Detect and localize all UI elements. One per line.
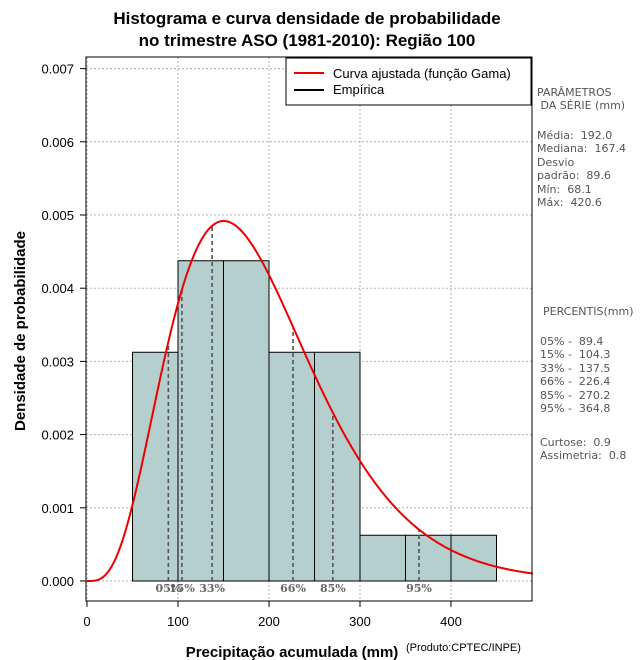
y-tick-label: 0.006 bbox=[41, 135, 74, 150]
percentile-labels: 05%15% 33% 66% 85% 95% bbox=[155, 582, 432, 595]
legend: Curva ajustada (função Gama) Empírica bbox=[285, 57, 532, 106]
legend-label-empirical: Empírica bbox=[333, 82, 385, 97]
x-tick-label: 300 bbox=[349, 614, 371, 629]
x-tick-label: 0 bbox=[83, 614, 90, 629]
histogram-bar bbox=[132, 351, 179, 582]
legend-box bbox=[285, 57, 532, 106]
chart-title-line-2: no trimestre ASO (1981-2010): Região 100 bbox=[139, 31, 476, 50]
x-tick-label: 200 bbox=[258, 614, 280, 629]
histogram-bar bbox=[359, 534, 406, 582]
y-axis-label: Densidade de probabilidade bbox=[12, 231, 29, 431]
histogram-bar bbox=[268, 351, 315, 582]
percentile-label: 85% bbox=[320, 582, 346, 595]
chart-title-line-1: Histograma e curva densidade de probabil… bbox=[113, 9, 500, 28]
params-values: Média: 192.0 Mediana: 167.4 Desvio padrã… bbox=[537, 129, 626, 210]
y-tick-label: 0.003 bbox=[41, 354, 74, 369]
y-tick-label: 0.001 bbox=[41, 501, 74, 516]
y-tick-label: 0.005 bbox=[41, 208, 74, 223]
product-credit: (Produto:CPTEC/INPE) bbox=[406, 642, 521, 654]
params-title: PARÂMETROS DA SÉRIE (mm) bbox=[537, 86, 626, 113]
legend-label-fitted: Curva ajustada (função Gama) bbox=[333, 66, 511, 81]
percentile-label: 15% bbox=[169, 582, 195, 595]
y-tick-label: 0.004 bbox=[41, 281, 74, 296]
shape-stats: Curtose: 0.9 Assimetria: 0.8 bbox=[540, 436, 627, 463]
percentis-values: 05% - 89.4 15% - 104.3 33% - 137.5 66% -… bbox=[540, 335, 611, 416]
histogram-bar bbox=[314, 351, 361, 582]
fitted-gamma-curve bbox=[87, 219, 534, 582]
histogram-bar bbox=[405, 534, 452, 582]
y-tick-label: 0.002 bbox=[41, 428, 74, 443]
y-tick-label: 0.007 bbox=[41, 62, 74, 77]
x-tick-label: 100 bbox=[167, 614, 189, 629]
x-axis: 0 100 200 300 400 bbox=[83, 600, 462, 629]
histogram-bar bbox=[450, 534, 497, 582]
y-axis: 0.000 0.001 0.002 0.003 0.004 0.005 0.006 0.007 bbox=[41, 62, 86, 589]
percentile-label: 05% bbox=[155, 582, 181, 595]
x-tick-label: 400 bbox=[440, 614, 462, 629]
percentile-lines bbox=[167, 225, 420, 581]
histogram-bar bbox=[223, 260, 270, 582]
y-tick-label: 0.000 bbox=[41, 574, 74, 589]
histogram-bar bbox=[177, 260, 224, 582]
percentile-label: 33% bbox=[199, 582, 225, 595]
percentile-label: 95% bbox=[406, 582, 432, 595]
percentis-title: PERCENTIS(mm) bbox=[543, 305, 634, 318]
percentile-label: 66% bbox=[280, 582, 306, 595]
x-axis-label: Precipitação acumulada (mm) bbox=[186, 644, 399, 660]
histogram-bars bbox=[132, 260, 497, 582]
